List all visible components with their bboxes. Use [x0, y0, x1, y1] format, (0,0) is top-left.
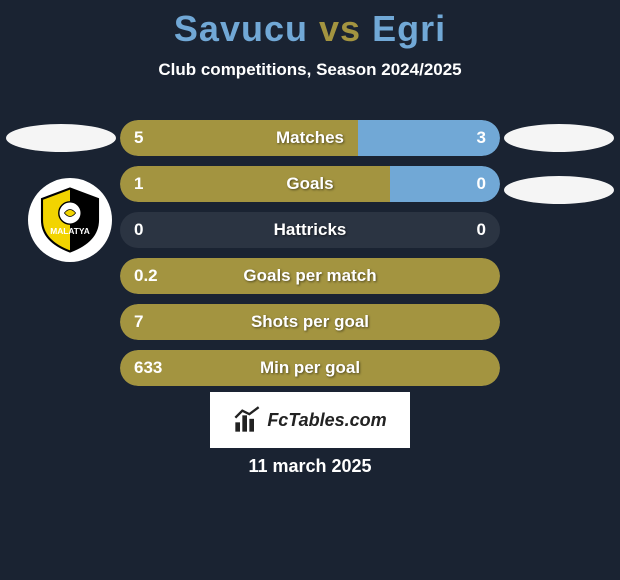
- branding-text: FcTables.com: [267, 410, 386, 431]
- chart-icon: [233, 406, 261, 434]
- stat-value-right: 0: [477, 212, 486, 248]
- branding-box: FcTables.com: [210, 392, 410, 448]
- page-title: Savucu vs Egri: [0, 0, 620, 50]
- player-left-badge: [6, 124, 116, 152]
- stat-label: Min per goal: [120, 350, 500, 386]
- malatya-crest-icon: MALATYA: [35, 185, 105, 255]
- stat-row: 7Shots per goal: [120, 304, 500, 340]
- date-label: 11 march 2025: [0, 456, 620, 477]
- stat-row: 5Matches3: [120, 120, 500, 156]
- svg-text:MALATYA: MALATYA: [50, 226, 90, 236]
- title-player-left: Savucu: [174, 8, 308, 49]
- stat-row: 633Min per goal: [120, 350, 500, 386]
- stat-row: 0.2Goals per match: [120, 258, 500, 294]
- club-logo-left: MALATYA: [28, 178, 112, 262]
- stats-area: 5Matches31Goals00Hattricks00.2Goals per …: [120, 120, 500, 396]
- subtitle: Club competitions, Season 2024/2025: [0, 60, 620, 80]
- stat-row: 0Hattricks0: [120, 212, 500, 248]
- comparison-infographic: Savucu vs Egri Club competitions, Season…: [0, 0, 620, 580]
- stat-label: Goals: [120, 166, 500, 202]
- stat-value-right: 3: [477, 120, 486, 156]
- stat-label: Matches: [120, 120, 500, 156]
- stat-label: Hattricks: [120, 212, 500, 248]
- player-right-badge-1: [504, 124, 614, 152]
- stat-label: Goals per match: [120, 258, 500, 294]
- player-right-badge-2: [504, 176, 614, 204]
- title-vs: vs: [319, 8, 361, 49]
- stat-row: 1Goals0: [120, 166, 500, 202]
- stat-label: Shots per goal: [120, 304, 500, 340]
- title-player-right: Egri: [372, 8, 446, 49]
- stat-value-right: 0: [477, 166, 486, 202]
